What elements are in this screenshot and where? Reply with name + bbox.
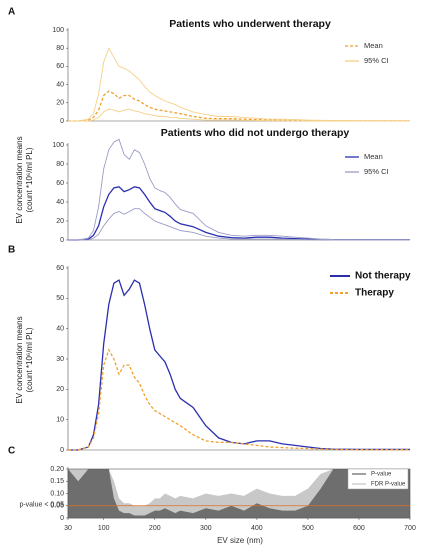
y-tick-label: 60 <box>56 63 64 70</box>
legend-label: Therapy <box>355 288 394 299</box>
y-tick-label: 0.20 <box>50 466 64 473</box>
legend-label: 95% CI <box>364 56 389 65</box>
series-line <box>68 279 410 451</box>
x-tick-label: 200 <box>149 525 161 532</box>
legend-label: Mean <box>364 41 383 50</box>
ci-lower-line <box>68 108 410 122</box>
panel-letter: C <box>8 446 15 457</box>
x-tick-label: 100 <box>98 525 110 532</box>
y-tick-label: 30 <box>56 356 64 363</box>
y-tick-label: 0.15 <box>50 478 64 485</box>
y-tick-label: 10 <box>56 417 64 424</box>
series-line <box>68 90 410 122</box>
y-axis-label: EV concentration means <box>15 316 24 403</box>
chart-title: Patients who underwent therapy <box>169 18 331 30</box>
panel-letter: B <box>8 245 15 256</box>
y-tick-label: 40 <box>56 81 64 88</box>
ci-lower-line <box>68 208 410 241</box>
legend-label: Not therapy <box>355 271 411 282</box>
y-tick-label: 40 <box>56 326 64 333</box>
legend-label: FDR P-value <box>371 482 406 488</box>
y-tick-label: 0.05 <box>50 503 64 510</box>
y-tick-label: 20 <box>56 100 64 107</box>
x-tick-label: 30 <box>64 525 72 532</box>
panel-letter: A <box>8 7 15 18</box>
legend-label: P-value <box>371 472 392 478</box>
y-tick-label: 0.10 <box>50 490 64 497</box>
y-tick-label: 20 <box>56 218 64 225</box>
y-axis-label: (count *10⁶/ml PL) <box>25 327 34 392</box>
y-tick-label: 0 <box>60 237 64 244</box>
x-tick-label: 400 <box>251 525 263 532</box>
legend-label: 95% CI <box>364 167 389 176</box>
y-tick-label: 20 <box>56 386 64 393</box>
threshold-label: p-value < 0.05 <box>19 502 64 509</box>
x-axis-label: EV size (nm) <box>217 536 263 545</box>
y-tick-label: 0 <box>60 118 64 125</box>
y-tick-label: 0 <box>60 515 64 522</box>
y-tick-label: 60 <box>56 180 64 187</box>
y-tick-label: 40 <box>56 199 64 206</box>
y-axis-label: (count *10⁶/ml PL) <box>25 147 34 212</box>
x-tick-label: 600 <box>353 525 365 532</box>
y-tick-label: 100 <box>52 142 64 149</box>
y-tick-label: 80 <box>56 45 64 52</box>
plot-frame <box>67 468 411 519</box>
y-tick-label: 0 <box>60 447 64 454</box>
x-tick-label: 700 <box>404 525 416 532</box>
y-axis-label: EV concentration means <box>15 136 24 223</box>
chart-title: Patients who did not undergo therapy <box>161 127 350 139</box>
series-line <box>68 47 410 122</box>
series-line <box>68 186 410 241</box>
y-tick-label: 50 <box>56 295 64 302</box>
x-tick-label: 300 <box>200 525 212 532</box>
y-tick-label: 60 <box>56 265 64 272</box>
y-tick-label: 100 <box>52 27 64 34</box>
series-line <box>68 138 410 241</box>
legend-label: Mean <box>364 152 383 161</box>
y-tick-label: 80 <box>56 161 64 168</box>
series-line <box>68 348 410 451</box>
x-tick-label: 500 <box>302 525 314 532</box>
